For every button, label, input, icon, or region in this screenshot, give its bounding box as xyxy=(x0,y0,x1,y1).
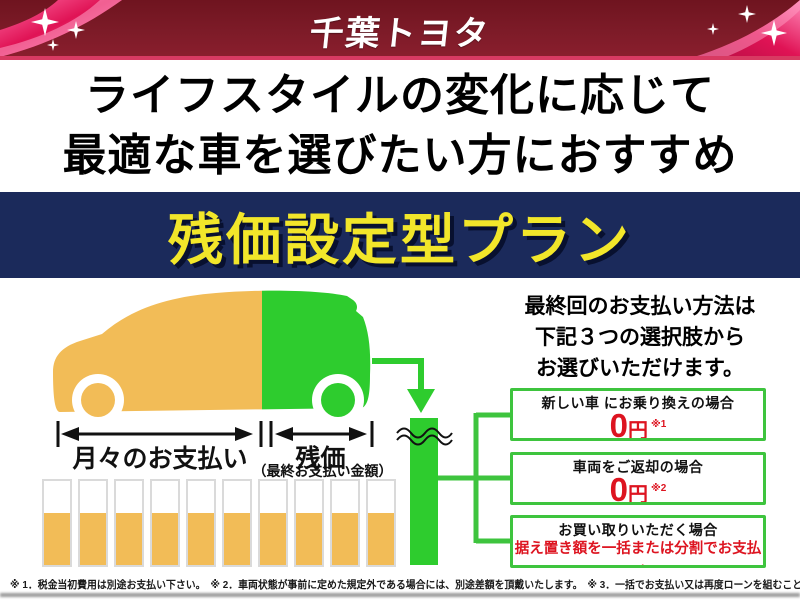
monthly-bars xyxy=(42,479,396,567)
banner-divider xyxy=(0,56,800,60)
car-silhouette xyxy=(53,290,371,426)
monthly-payment-bar xyxy=(150,479,180,567)
options-intro-line3: お選びいただけます。 xyxy=(536,357,744,380)
option-box-buyout: お買い取りいただく場合 据え置き額を一括または分割でお支払い※3 xyxy=(510,515,766,568)
monthly-payment-bar xyxy=(186,479,216,567)
option-box-trade-in: 新しい車 にお乗り換えの場合 0円 ※1 xyxy=(510,388,766,441)
monthly-payment-bar xyxy=(222,479,252,567)
break-squiggle xyxy=(396,427,453,446)
bottom-edge xyxy=(0,593,800,597)
monthly-payment-label: 月々のお支払い xyxy=(72,445,248,473)
footnotes: ※ 1．税金当初費用は別途お支払い下さい。 ※ 2．車両状態が事前に定めた規定外… xyxy=(10,579,800,591)
footnote-ref: ※2 xyxy=(651,483,667,494)
headline-line1: ライフスタイルの変化に応じて xyxy=(85,71,715,120)
plan-title-band: 残価設定型プラン xyxy=(0,192,800,278)
residual-arrow xyxy=(372,358,435,413)
residual-sublabel: （最終お支払い金額） xyxy=(252,463,393,479)
residual-label: 残価 xyxy=(295,445,346,473)
monthly-payment-bar xyxy=(294,479,324,567)
dimension-arrows xyxy=(56,421,374,447)
monthly-payment-bar xyxy=(330,479,360,567)
options-intro-line2: 下記３つの選択肢から xyxy=(535,326,745,349)
sparkle-icon xyxy=(31,5,787,51)
monthly-payment-bar xyxy=(258,479,288,567)
monthly-payment-bar xyxy=(114,479,144,567)
footnote-ref: ※1 xyxy=(651,419,667,430)
option-price: 0円 ※1 xyxy=(609,407,667,441)
option-price: 0円 ※2 xyxy=(609,471,667,505)
ribbon-decoration xyxy=(0,0,800,57)
headline: ライフスタイルの変化に応じて 最適な車を選びたい方におすすめ xyxy=(0,66,800,186)
headline-line2: 最適な車を選びたい方におすすめ xyxy=(62,131,738,180)
options-intro: 最終回のお支払い方法は 下記３つの選択肢から お選びいただけます。 xyxy=(480,291,800,384)
option-title: お買い取りいただく場合 xyxy=(558,522,718,538)
monthly-payment-bar xyxy=(42,479,72,567)
option-connectors xyxy=(438,412,510,544)
option-detail: 据え置き額を一括または分割でお支払い※3 xyxy=(513,539,763,565)
footnote-ref: ※3 xyxy=(638,564,652,565)
option-title: 新しい車 にお乗り換えの場合 xyxy=(541,395,735,411)
option-title: 車両をご返却の場合 xyxy=(572,459,704,475)
option-box-return: 車両をご返却の場合 0円 ※2 xyxy=(510,452,766,505)
monthly-payment-bar xyxy=(78,479,108,567)
plan-title: 残価設定型プラン xyxy=(167,209,632,271)
header-banner: 千葉トヨタ xyxy=(0,0,800,57)
monthly-payment-bar xyxy=(366,479,396,567)
options-intro-line1: 最終回のお支払い方法は xyxy=(524,295,756,318)
